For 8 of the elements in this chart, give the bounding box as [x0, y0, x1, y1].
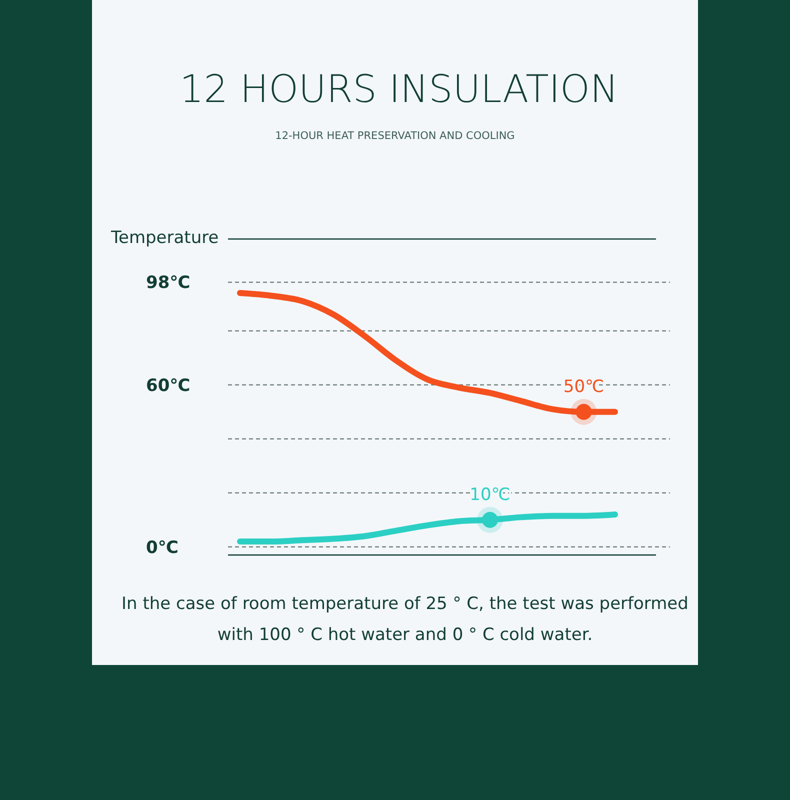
- y-tick-label: 60℃: [146, 376, 190, 396]
- y-tick-label: 98℃: [146, 273, 190, 294]
- text: In the case of room temperature of 25 ° C, the test was performed with 100 ° C hot water and 0 ° C cold water.: [122, 594, 688, 645]
- data-label: 10℃: [470, 484, 510, 505]
- y-tick-label: 0℃: [146, 538, 178, 558]
- y-axis-title: Temperature: [110, 228, 219, 248]
- chart-subtitle: 12-HOUR HEAT PRESERVATION AND COOLING: [275, 130, 515, 142]
- chart-title: 12 HOURS INSULATION: [180, 67, 618, 111]
